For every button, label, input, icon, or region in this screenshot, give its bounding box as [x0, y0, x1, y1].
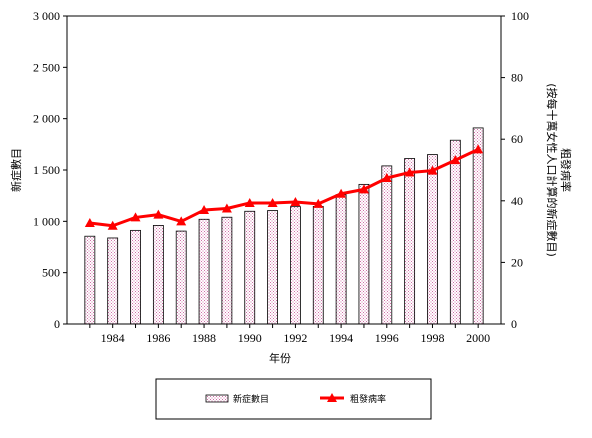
bar-1992 — [290, 206, 301, 325]
left-tick-label: 1 000 — [33, 214, 60, 228]
x-axis-title: 年份 — [269, 351, 291, 365]
rate-point-1993 — [313, 198, 324, 208]
bar-1988 — [198, 218, 210, 325]
bar-1989 — [221, 216, 233, 325]
bar-1999 — [449, 139, 461, 325]
rate-point-1998 — [427, 165, 438, 175]
bar-1983 — [84, 235, 96, 325]
rate-point-1988 — [199, 205, 210, 215]
rate-point-1983 — [84, 217, 95, 227]
left-tick-label: 500 — [42, 266, 60, 280]
legend-bar-swatch — [205, 394, 229, 403]
rate-point-1985 — [130, 212, 141, 222]
right-tick-label: 20 — [511, 255, 523, 269]
x-tick-label: 1988 — [192, 331, 216, 345]
plot-area — [84, 127, 484, 325]
legend-box — [155, 378, 432, 420]
right-tick-label: 100 — [511, 9, 529, 23]
bar-1993 — [312, 206, 324, 325]
left-tick-label: 2 000 — [33, 112, 60, 126]
bar-1996 — [381, 165, 393, 325]
rate-point-1991 — [267, 197, 278, 207]
bar-1991 — [267, 210, 278, 325]
bar-2000 — [472, 127, 484, 325]
x-tick-label: 1992 — [283, 331, 307, 345]
bar-1998 — [427, 154, 438, 325]
rate-point-1989 — [221, 203, 232, 213]
bar-1997 — [404, 158, 416, 325]
rate-point-1997 — [404, 167, 415, 177]
bar-1995 — [358, 183, 370, 325]
incidence-rate-line — [89, 148, 479, 228]
rate-point-1987 — [176, 216, 187, 226]
bar-1985 — [130, 229, 141, 325]
x-tick-label: 1986 — [146, 331, 170, 345]
right-tick-label: 60 — [511, 132, 523, 146]
rate-point-1984 — [107, 220, 118, 230]
bar-1994 — [335, 194, 347, 325]
left-tick-label: 2 500 — [33, 60, 60, 74]
rate-point-1986 — [153, 209, 164, 219]
rate-point-1990 — [244, 197, 255, 207]
right-tick-label: 40 — [511, 194, 523, 208]
left-axis-title: 新症數目 — [9, 148, 23, 192]
bar-1987 — [175, 230, 187, 325]
bar-1986 — [152, 225, 164, 325]
x-tick-label: 1998 — [420, 331, 444, 345]
legend-line-label: 粗發病率 — [350, 393, 386, 405]
x-tick-label: 2000 — [466, 331, 490, 345]
rate-point-1999 — [450, 155, 461, 165]
rate-point-2000 — [473, 144, 484, 154]
legend-line-marker — [327, 393, 337, 402]
bar-1990 — [244, 210, 256, 325]
right-tick-label: 80 — [511, 71, 523, 85]
rate-point-1995 — [358, 184, 369, 194]
x-tick-label: 1994 — [329, 331, 353, 345]
right-axis-title: 粗發病率(按每十萬女性人口計算的新症數目) — [545, 83, 573, 257]
axes: 0 500 1 000 1 500 2 000 2 500 3 000 0 20 40 60 80 10… — [9, 9, 573, 365]
bar-1984 — [107, 237, 119, 325]
x-tick-label: 1984 — [101, 331, 125, 345]
legend-bar-label: 新症數目 — [233, 393, 269, 405]
x-tick-label: 1990 — [238, 331, 262, 345]
x-tick-label: 1996 — [375, 331, 399, 345]
legend: 新症數目 粗發病率 — [155, 378, 432, 420]
rate-point-1996 — [381, 173, 392, 183]
rate-point-1992 — [290, 197, 301, 207]
left-tick-label: 0 — [54, 317, 60, 331]
rate-point-1994 — [336, 188, 347, 198]
right-tick-label: 0 — [511, 317, 517, 331]
left-tick-label: 1 500 — [33, 163, 60, 177]
left-tick-label: 3 000 — [33, 9, 60, 23]
